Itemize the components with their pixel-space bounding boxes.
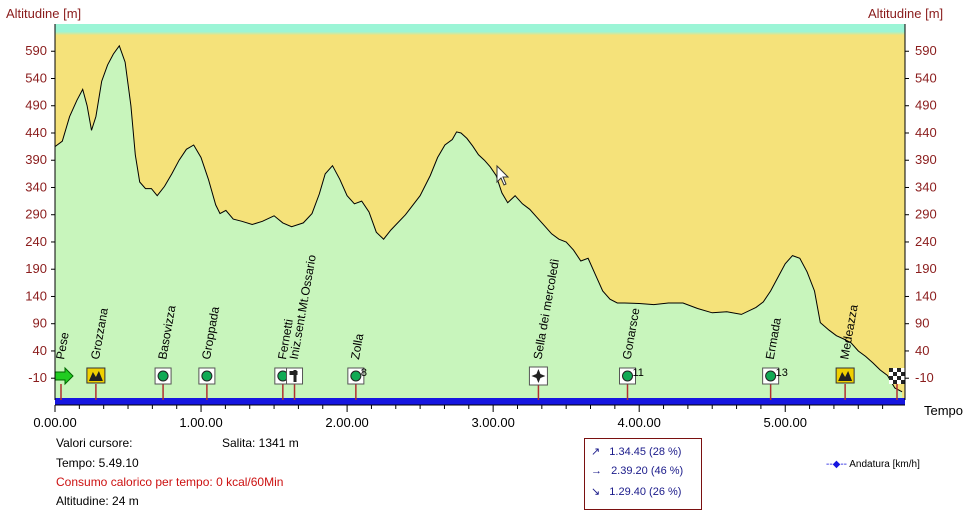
y-tick-right: 590 — [915, 43, 937, 58]
mountain-peak-icon — [86, 367, 106, 384]
y-tick-left: 390 — [25, 152, 47, 167]
time-bar — [55, 398, 905, 405]
finish-flag-icon — [889, 368, 905, 384]
x-tick-label: 1.00.00 — [179, 415, 222, 430]
speed-legend: --◆-- Andatura [km/h] — [826, 459, 920, 470]
y-tick-right: 140 — [915, 288, 937, 303]
speed-legend-label: Andatura [km/h] — [849, 459, 920, 470]
crossroads-icon — [528, 366, 548, 386]
y-tick-left: 590 — [25, 43, 47, 58]
start-arrow-icon — [54, 366, 74, 386]
y-tick-right: 540 — [915, 70, 937, 85]
water-fountain-icon — [154, 367, 172, 385]
y-tick-right: 90 — [915, 316, 929, 331]
waypoint[interactable]: Pese — [53, 331, 74, 400]
x-axis: 0.00.00 1.00.00 2.00.00 3.00.00 4.00.00 5.00.… — [33, 404, 905, 430]
x-tick-label: 0.00.00 — [33, 415, 76, 430]
climb-value: Salita: 1341 m — [222, 436, 299, 450]
altitude-value: Altitudine: 24 m — [56, 494, 139, 508]
y-tick-right: 190 — [915, 261, 937, 276]
waypoint-number: 11 — [633, 367, 644, 379]
waypoint[interactable] — [889, 368, 905, 400]
cursor-values-title: Valori cursore: — [56, 436, 133, 450]
water-fountain-icon — [347, 367, 365, 385]
time-value: Tempo: 5.49.10 — [56, 456, 139, 470]
y-tick-left: 440 — [25, 125, 47, 140]
x-tick-label: 5.00.00 — [764, 415, 807, 430]
flat-time: 2.39.20 (46 %) — [611, 465, 684, 477]
terrain-area — [55, 45, 903, 401]
calorie-value: Consumo calorico per tempo: 0 kcal/60Min — [56, 475, 284, 489]
slope-legend: ↗ 1.34.45 (28 %) → 2.39.20 (46 %) ↘ 1.29… — [584, 438, 702, 510]
y-tick-right: 290 — [915, 207, 937, 222]
waypoint[interactable]: 8 Zolla — [347, 332, 367, 400]
y-axis-label-left: Altitudine [m] — [6, 6, 81, 21]
y-tick-left: 490 — [25, 98, 47, 113]
waypoint-number: 8 — [361, 367, 367, 379]
water-fountain-icon — [619, 367, 637, 385]
water-fountain-icon — [198, 367, 216, 385]
y-tick-left: 290 — [25, 207, 47, 222]
waypoint-label: Pese — [53, 331, 72, 361]
y-tick-left: 240 — [25, 234, 47, 249]
y-axis-left: -10 40 90 140 190 240 290 340 390 440 490 540 590 — [25, 24, 56, 400]
signpost-icon — [286, 367, 304, 385]
profile-line — [54, 44, 903, 393]
uphill-row: ↗ 1.34.45 (28 %) — [591, 445, 681, 458]
y-tick-left: 340 — [25, 179, 47, 194]
y-tick-right: 390 — [915, 152, 937, 167]
waypoint-label: Zolla — [348, 332, 366, 360]
downhill-arrow-icon: ↘ — [591, 486, 601, 498]
flat-row: → 2.39.20 (46 %) — [591, 465, 683, 477]
x-axis-label: Tempo — [924, 403, 963, 418]
flat-arrow-icon: → — [591, 465, 602, 477]
uphill-arrow-icon: ↗ — [591, 446, 601, 458]
y-tick-left: 40 — [33, 343, 47, 358]
x-tick-label: 4.00.00 — [618, 415, 661, 430]
y-tick-right: 40 — [915, 343, 929, 358]
speed-line-icon: --◆-- — [826, 459, 848, 470]
x-tick-label: 2.00.00 — [325, 415, 368, 430]
downhill-row: ↘ 1.29.40 (26 %) — [591, 485, 681, 498]
waypoint-label: Fernetti — [275, 318, 296, 361]
y-tick-right: 240 — [915, 234, 937, 249]
y-tick-left: 540 — [25, 70, 47, 85]
y-axis-right: -10 40 90 140 190 240 290 340 390 440 490 540 590 — [904, 24, 937, 400]
downhill-time: 1.29.40 (26 %) — [609, 486, 682, 498]
y-tick-left: 190 — [25, 261, 47, 276]
uphill-time: 1.34.45 (28 %) — [609, 446, 682, 458]
y-tick-left: 140 — [25, 288, 47, 303]
y-tick-right: 440 — [915, 125, 937, 140]
waypoint-number: 13 — [776, 367, 788, 379]
mouse-pointer-icon — [496, 164, 510, 186]
y-axis-label-right: Altitudine [m] — [868, 6, 943, 21]
water-fountain-icon — [762, 367, 780, 385]
y-tick-left: -10 — [28, 370, 47, 385]
y-tick-left: 90 — [33, 316, 47, 331]
mountain-peak-icon — [835, 367, 855, 384]
y-tick-right: -10 — [915, 370, 934, 385]
waypoint[interactable]: Grozzana — [86, 307, 111, 400]
y-tick-right: 340 — [915, 179, 937, 194]
y-tick-right: 490 — [915, 98, 937, 113]
x-tick-label: 3.00.00 — [471, 415, 514, 430]
